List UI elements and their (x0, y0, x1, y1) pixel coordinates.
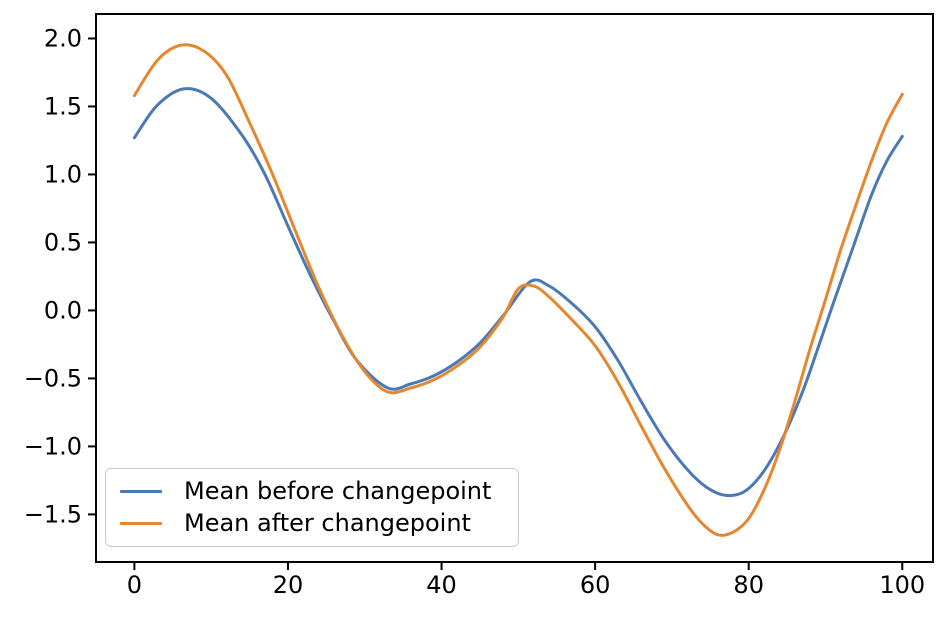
legend-line-sample-after (120, 521, 162, 526)
x-tick-label: 20 (273, 571, 304, 599)
y-tick-label: −1.5 (24, 500, 82, 528)
legend-label-before: Mean before changepoint (184, 477, 492, 506)
x-tick-label: 60 (580, 571, 611, 599)
legend-label-after: Mean after changepoint (184, 509, 471, 538)
legend: Mean before changepoint Mean after chang… (105, 468, 519, 547)
series-line-after-changepoint (132, 43, 904, 537)
y-tick-label: 2.0 (44, 24, 82, 52)
y-tick-label: 0.5 (44, 228, 82, 256)
x-tick-label: 80 (733, 571, 764, 599)
axes-frame (95, 13, 934, 563)
series-line-before-changepoint (132, 87, 904, 498)
y-tick-label: 1.0 (44, 160, 82, 188)
legend-item-after: Mean after changepoint (120, 509, 506, 538)
y-tick-label: −1.0 (24, 432, 82, 460)
y-tick-label: 0.0 (44, 296, 82, 324)
legend-item-before: Mean before changepoint (120, 477, 506, 506)
x-tick-label: 100 (879, 571, 925, 599)
x-tick-label: 0 (127, 571, 142, 599)
legend-line-sample-before (120, 489, 162, 494)
x-tick-label: 40 (426, 571, 457, 599)
y-tick-label: −0.5 (24, 364, 82, 392)
y-tick-label: 1.5 (44, 92, 82, 120)
